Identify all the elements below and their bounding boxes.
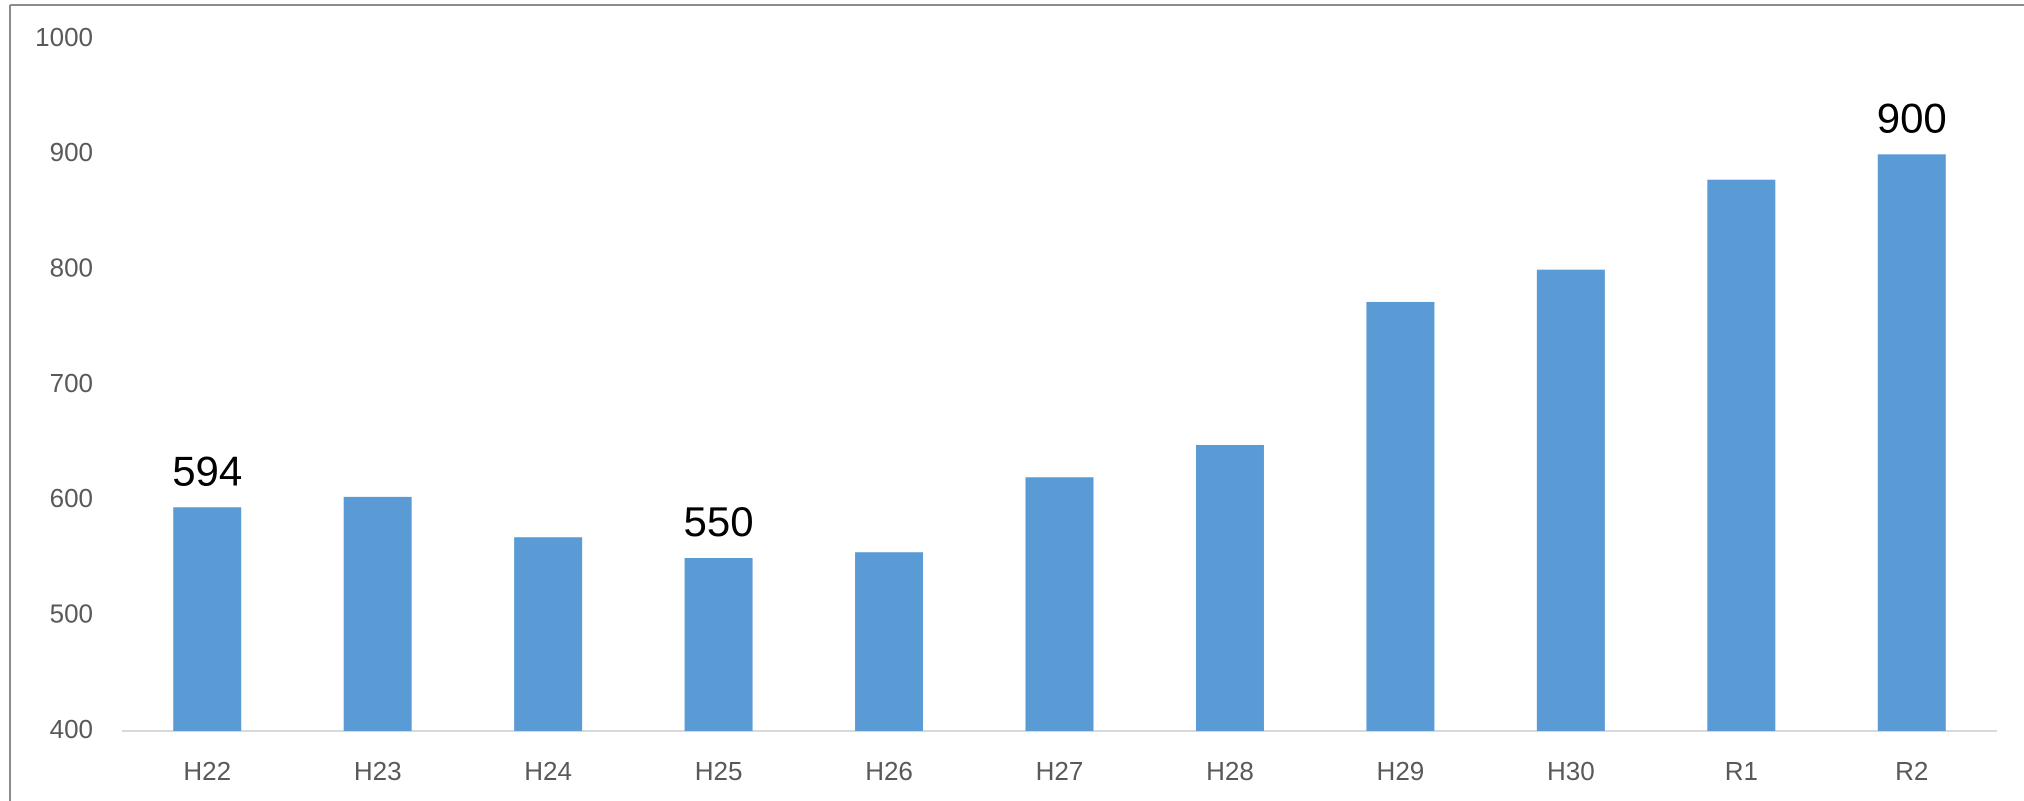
bar — [1536, 269, 1605, 731]
y-tick-label: 1000 — [35, 22, 93, 52]
x-tick-label: H27 — [1036, 756, 1084, 786]
bar — [1877, 154, 1946, 732]
y-tick-label: 600 — [50, 483, 93, 513]
bar — [684, 558, 753, 731]
value-label: 550 — [684, 498, 754, 545]
value-label: 594 — [172, 447, 242, 494]
y-tick-label: 800 — [50, 253, 93, 283]
x-tick-label: H28 — [1206, 756, 1254, 786]
x-tick-label: H22 — [183, 756, 231, 786]
value-label: 900 — [1877, 94, 1947, 141]
bar — [1195, 444, 1264, 731]
x-tick-label: H29 — [1377, 756, 1425, 786]
x-tick-label: H25 — [695, 756, 743, 786]
bar — [514, 537, 583, 731]
x-tick-label: R2 — [1895, 756, 1928, 786]
y-tick-label: 900 — [50, 137, 93, 167]
y-tick-label: 400 — [50, 714, 93, 744]
bar — [1707, 179, 1776, 731]
y-tick-label: 500 — [50, 599, 93, 629]
bar — [343, 496, 412, 731]
x-tick-label: H23 — [354, 756, 402, 786]
bar — [1025, 477, 1094, 731]
x-tick-label: H30 — [1547, 756, 1595, 786]
y-tick-label: 700 — [50, 368, 93, 398]
bar — [1366, 301, 1435, 731]
bar — [855, 552, 924, 731]
x-tick-label: H26 — [865, 756, 913, 786]
bar — [173, 507, 242, 731]
x-tick-label: R1 — [1725, 756, 1758, 786]
x-tick-label: H24 — [524, 756, 572, 786]
